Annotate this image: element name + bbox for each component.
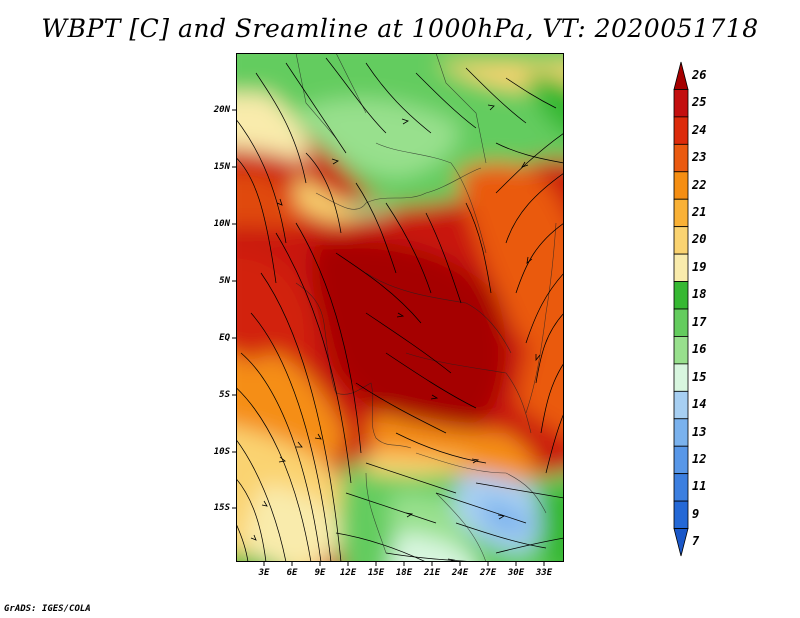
lon-label-33e: 33E (535, 568, 553, 578)
lon-label-15e: 15E (367, 568, 385, 578)
colorbar-label: 20 (692, 232, 707, 247)
credit-text: GrADS: IGES/COLA (4, 604, 91, 614)
colorbar-label: 24 (692, 122, 707, 137)
lat-label-5s: 5S (219, 390, 230, 400)
colorbar-segment (673, 61, 689, 90)
colorbar-label: 17 (692, 314, 707, 329)
lat-label-10n: 10N (213, 219, 230, 229)
chart-title: WBPT [C] and Sreamline at 1000hPa, VT: 2… (41, 14, 759, 43)
colorbar-label: 22 (692, 177, 707, 192)
lon-label-30e: 30E (507, 568, 525, 578)
colorbar-label: 11 (692, 479, 707, 494)
lat-label-15n: 15N (213, 162, 230, 172)
lon-label-12e: 12E (339, 568, 357, 578)
lat-label-20n: 20N (213, 105, 230, 115)
colorbar-label: 25 (692, 95, 707, 110)
colorbar-label: 9 (692, 506, 700, 521)
lon-label-9e: 9E (314, 568, 326, 578)
colorbar-segment (673, 198, 689, 228)
colorbar-segment (673, 418, 689, 447)
map-panel (236, 53, 564, 562)
colorbar-segment (673, 308, 689, 337)
lon-label-27e: 27E (479, 568, 497, 578)
colorbar-segment (673, 336, 689, 365)
lat-label-10s: 10S (213, 447, 230, 457)
colorbar-segment (673, 89, 689, 118)
colorbar-label: 21 (692, 204, 707, 219)
colorbar-segment (673, 473, 689, 502)
lon-label-21e: 21E (423, 568, 441, 578)
colorbar-segment (673, 116, 689, 145)
colorbar-segment (673, 528, 689, 557)
wbpt-map (236, 53, 564, 562)
colorbar-label: 19 (692, 259, 707, 274)
lat-label-eq: EQ (219, 333, 230, 343)
colorbar-label: 16 (692, 342, 707, 357)
colorbar-label: 15 (692, 369, 707, 384)
colorbar-label: 13 (692, 424, 707, 439)
colorbar-label: 26 (692, 67, 707, 82)
colorbar-segment (673, 253, 689, 282)
colorbar-segment (673, 281, 689, 310)
lon-label-6e: 6E (286, 568, 298, 578)
streamlines (236, 57, 564, 562)
colorbar-segment (673, 390, 689, 420)
colorbar-segment (673, 171, 689, 200)
colorbar-segment (673, 143, 689, 173)
lon-label-24e: 24E (451, 568, 469, 578)
lat-label-5n: 5N (219, 276, 230, 286)
lat-label-15s: 15S (213, 503, 230, 513)
colorbar-label: 18 (692, 287, 707, 302)
colorbar-label: 23 (692, 150, 707, 165)
streamline-arrows (250, 104, 541, 562)
colorbar-segment (673, 226, 689, 255)
colorbar-label: 7 (692, 534, 700, 549)
colorbar-label: 12 (692, 451, 707, 466)
colorbar-segment (673, 445, 689, 475)
lon-label-18e: 18E (395, 568, 413, 578)
colorbar-label: 14 (692, 397, 707, 412)
colorbar-segment (673, 363, 689, 392)
colorbar-segment (673, 500, 689, 529)
lon-label-3e: 3E (258, 568, 270, 578)
